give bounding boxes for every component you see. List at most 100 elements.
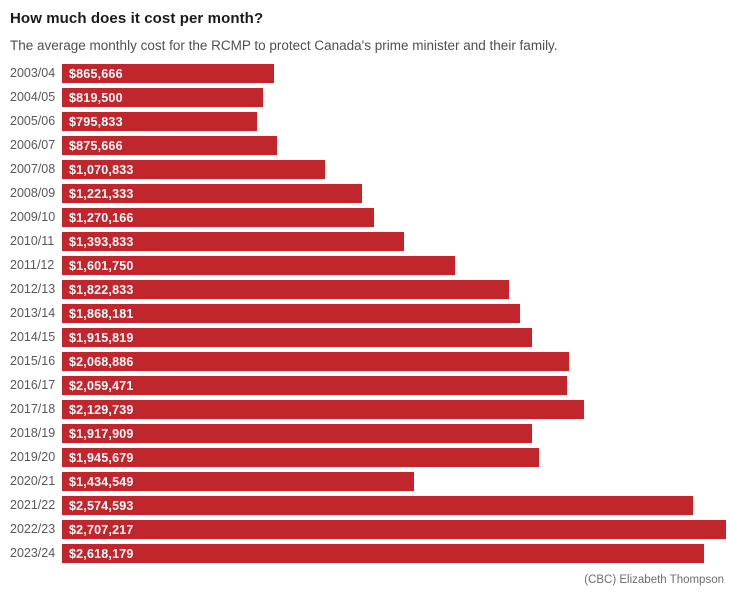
- bar-row: 2012/13 $1,822,833: [10, 280, 726, 299]
- bar: $1,945,679: [62, 448, 540, 467]
- bar-row: 2020/21 $1,434,549: [10, 472, 726, 491]
- bar-value-label: $1,393,833: [69, 234, 134, 249]
- bar-track: $1,917,909: [62, 424, 726, 443]
- bar-track: $1,915,819: [62, 328, 726, 347]
- bar-row: 2005/06 $795,833: [10, 112, 726, 131]
- bar-value-label: $1,868,181: [69, 306, 134, 321]
- bar-value-label: $1,221,333: [69, 186, 134, 201]
- bar-track: $2,129,739: [62, 400, 726, 419]
- bar-value-label: $2,129,739: [69, 402, 134, 417]
- bar-track: $2,574,593: [62, 496, 726, 515]
- bar-row: 2006/07 $875,666: [10, 136, 726, 155]
- bar-row: 2014/15 $1,915,819: [10, 328, 726, 347]
- bar: $1,270,166: [62, 208, 374, 227]
- bar: $875,666: [62, 136, 277, 155]
- bar-value-label: $1,070,833: [69, 162, 134, 177]
- bar-value-label: $1,434,549: [69, 474, 134, 489]
- bar-track: $1,945,679: [62, 448, 726, 467]
- year-label: 2013/14: [10, 306, 56, 320]
- year-label: 2010/11: [10, 234, 55, 248]
- bar: $1,393,833: [62, 232, 404, 251]
- bar: $1,601,750: [62, 256, 455, 275]
- bar-track: $865,666: [62, 64, 726, 83]
- bar: $1,915,819: [62, 328, 532, 347]
- year-label: 2018/19: [10, 426, 56, 440]
- bar: $2,707,217: [62, 520, 726, 539]
- bar-value-label: $2,618,179: [69, 546, 134, 561]
- bar-value-label: $1,822,833: [69, 282, 134, 297]
- bar: $1,070,833: [62, 160, 325, 179]
- bar-track: $2,059,471: [62, 376, 726, 395]
- bar-track: $1,270,166: [62, 208, 726, 227]
- year-label: 2006/07: [10, 138, 56, 152]
- bar-row: 2003/04 $865,666: [10, 64, 726, 83]
- bar-track: $795,833: [62, 112, 726, 131]
- bar-row: 2019/20 $1,945,679: [10, 448, 726, 467]
- year-label: 2017/18: [10, 402, 56, 416]
- bar-value-label: $1,601,750: [69, 258, 134, 273]
- bar-row: 2022/23 $2,707,217: [10, 520, 726, 539]
- bar-value-label: $1,945,679: [69, 450, 134, 465]
- bar-value-label: $2,574,593: [69, 498, 134, 513]
- bar-track: $1,434,549: [62, 472, 726, 491]
- bar-row: 2011/12 $1,601,750: [10, 256, 726, 275]
- bar-track: $1,601,750: [62, 256, 726, 275]
- bar: $1,822,833: [62, 280, 510, 299]
- bar-value-label: $1,270,166: [69, 210, 134, 225]
- year-label: 2023/24: [10, 546, 56, 560]
- bar: $2,618,179: [62, 544, 705, 563]
- attribution: (CBC) Elizabeth Thompson: [584, 574, 724, 586]
- chart-subtitle: The average monthly cost for the RCMP to…: [10, 38, 558, 53]
- bar-row: 2013/14 $1,868,181: [10, 304, 726, 323]
- bar-value-label: $2,059,471: [69, 378, 134, 393]
- bar: $2,129,739: [62, 400, 585, 419]
- chart-title: How much does it cost per month?: [10, 10, 264, 27]
- year-label: 2022/23: [10, 522, 56, 536]
- bar-track: $875,666: [62, 136, 726, 155]
- bar-track: $2,618,179: [62, 544, 726, 563]
- bar: $1,917,909: [62, 424, 533, 443]
- year-label: 2008/09: [10, 186, 56, 200]
- year-label: 2004/05: [10, 90, 56, 104]
- bar: $1,221,333: [62, 184, 362, 203]
- year-label: 2011/12: [10, 258, 55, 272]
- year-label: 2019/20: [10, 450, 56, 464]
- bar-track: $2,707,217: [62, 520, 726, 539]
- bar-row: 2010/11 $1,393,833: [10, 232, 726, 251]
- bar-track: $819,500: [62, 88, 726, 107]
- year-label: 2016/17: [10, 378, 56, 392]
- bar-row: 2023/24 $2,618,179: [10, 544, 726, 563]
- bar-track: $1,070,833: [62, 160, 726, 179]
- bar-row: 2007/08 $1,070,833: [10, 160, 726, 179]
- bar: $2,574,593: [62, 496, 694, 515]
- bar-row: 2008/09 $1,221,333: [10, 184, 726, 203]
- bar-track: $1,393,833: [62, 232, 726, 251]
- bar-track: $2,068,886: [62, 352, 726, 371]
- bar-row: 2009/10 $1,270,166: [10, 208, 726, 227]
- bar-row: 2021/22 $2,574,593: [10, 496, 726, 515]
- bar-value-label: $875,666: [69, 138, 123, 153]
- bar-row: 2004/05 $819,500: [10, 88, 726, 107]
- bar: $819,500: [62, 88, 263, 107]
- bar-track: $1,822,833: [62, 280, 726, 299]
- bar-row: 2018/19 $1,917,909: [10, 424, 726, 443]
- bar: $795,833: [62, 112, 258, 131]
- bar-value-label: $1,915,819: [69, 330, 134, 345]
- bar-row: 2017/18 $2,129,739: [10, 400, 726, 419]
- bar-value-label: $2,707,217: [69, 522, 134, 537]
- bar-value-label: $819,500: [69, 90, 123, 105]
- bar-value-label: $865,666: [69, 66, 123, 81]
- bar-row: 2016/17 $2,059,471: [10, 376, 726, 395]
- year-label: 2005/06: [10, 114, 56, 128]
- year-label: 2012/13: [10, 282, 56, 296]
- bar: $865,666: [62, 64, 275, 83]
- bar: $2,068,886: [62, 352, 570, 371]
- year-label: 2015/16: [10, 354, 56, 368]
- bar: $1,868,181: [62, 304, 521, 323]
- bar-value-label: $2,068,886: [69, 354, 134, 369]
- year-label: 2009/10: [10, 210, 56, 224]
- year-label: 2021/22: [10, 498, 56, 512]
- year-label: 2020/21: [10, 474, 56, 488]
- year-label: 2003/04: [10, 66, 56, 80]
